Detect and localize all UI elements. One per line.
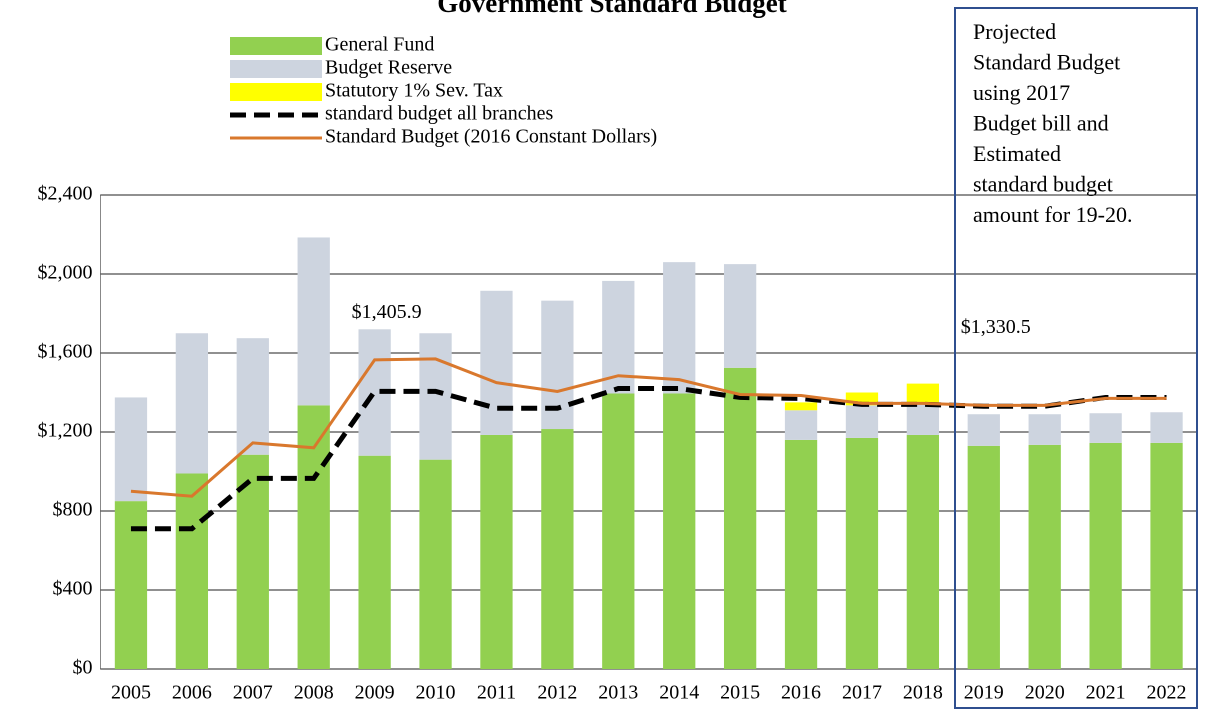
legend-label: standard budget all branches	[325, 103, 553, 125]
bar	[175, 333, 209, 474]
bar	[1028, 414, 1061, 445]
legend-swatch	[230, 83, 322, 101]
legend-label: General Fund	[325, 34, 434, 56]
y-tick-label: $0	[73, 657, 93, 679]
bar	[663, 262, 696, 394]
y-tick-label: $2,000	[38, 262, 93, 284]
bar	[1028, 444, 1061, 669]
bar	[236, 338, 269, 455]
legend-label: Statutory 1% Sev. Tax	[325, 80, 503, 102]
annotation-box	[954, 7, 1198, 709]
annotation-text: standard budget	[973, 172, 1113, 197]
chart-title: Government Standard Budget	[437, 0, 787, 18]
x-tick-label: 2009	[355, 682, 395, 704]
x-tick-label: 2016	[781, 682, 821, 704]
x-tick-label: 2015	[720, 682, 760, 704]
x-tick-label: 2020	[1025, 682, 1065, 704]
bar	[419, 459, 452, 669]
bar	[480, 434, 513, 669]
annotation-text: Budget bill and	[973, 111, 1109, 136]
bar	[1150, 412, 1183, 443]
bar	[114, 397, 148, 502]
x-tick-label: 2018	[903, 682, 943, 704]
y-tick-label: $1,200	[38, 420, 93, 442]
bar	[663, 393, 696, 669]
annotation-text: Projected	[973, 19, 1056, 44]
x-tick-label: 2013	[598, 682, 638, 704]
bar	[419, 333, 452, 460]
annotation-text: amount for 19-20.	[973, 202, 1132, 227]
bar	[967, 445, 1000, 669]
x-tick-label: 2007	[233, 682, 273, 704]
bar	[602, 393, 635, 669]
annotation-text: using 2017	[973, 80, 1070, 105]
x-tick-label: 2012	[537, 682, 577, 704]
y-tick-label: $1,600	[38, 341, 93, 363]
x-tick-label: 2011	[477, 682, 516, 704]
x-tick-label: 2010	[416, 682, 456, 704]
bar	[784, 402, 818, 411]
legend-label: Budget Reserve	[325, 57, 452, 79]
bar	[784, 410, 818, 440]
legend-swatch	[230, 37, 322, 55]
y-tick-label: $400	[53, 578, 93, 600]
bar	[1150, 442, 1183, 669]
bar	[845, 437, 879, 669]
legend-swatch	[230, 60, 322, 78]
bar	[1089, 413, 1122, 443]
x-tick-label: 2021	[1086, 682, 1126, 704]
annotation-text: Estimated	[973, 141, 1061, 166]
bar	[480, 290, 513, 435]
bar	[723, 264, 757, 368]
x-tick-label: 2017	[842, 682, 882, 704]
bar	[1089, 442, 1122, 669]
data-label: $1,330.5	[961, 316, 1031, 338]
x-tick-label: 2008	[294, 682, 334, 704]
x-tick-label: 2005	[111, 682, 151, 704]
y-tick-label: $2,400	[38, 183, 93, 205]
y-tick-label: $800	[53, 499, 93, 521]
bar	[845, 405, 879, 438]
bar	[906, 402, 940, 435]
x-tick-label: 2022	[1147, 682, 1187, 704]
data-label: $1,405.9	[352, 301, 422, 323]
x-tick-label: 2019	[964, 682, 1004, 704]
x-tick-label: 2014	[659, 682, 699, 704]
bar	[541, 429, 574, 669]
bar	[784, 439, 818, 669]
legend-label: Standard Budget (2016 Constant Dollars)	[325, 126, 657, 148]
bar	[906, 434, 940, 669]
x-tick-label: 2006	[172, 682, 212, 704]
bar	[297, 405, 330, 669]
bar	[906, 383, 940, 403]
bar	[967, 414, 1000, 446]
bar	[723, 367, 757, 669]
line-series	[130, 357, 1167, 498]
annotation-text: Standard Budget	[973, 50, 1120, 75]
line-series	[130, 386, 1167, 532]
bar	[175, 473, 209, 669]
bar	[297, 237, 330, 406]
bar	[358, 455, 391, 669]
